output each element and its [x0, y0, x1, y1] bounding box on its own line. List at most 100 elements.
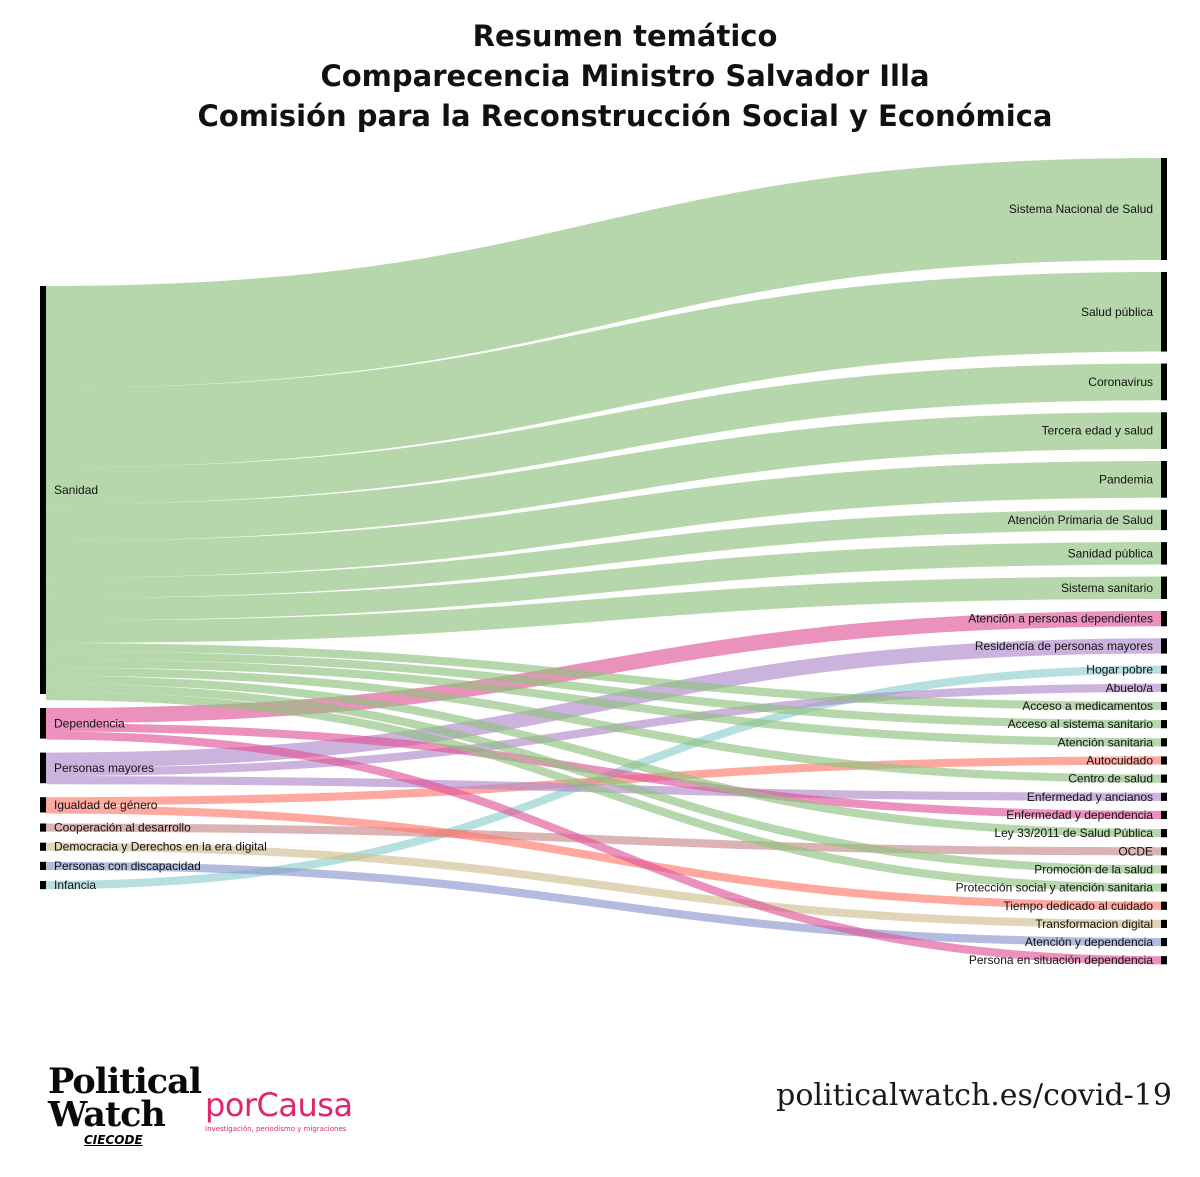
node-sistema-nacional-de-salud[interactable] — [1161, 158, 1167, 260]
link-dependencia-to-persona-en-situacion-dependencia[interactable] — [45, 731, 1162, 965]
node-persona-en-situacion-dependencia[interactable] — [1161, 956, 1167, 965]
title-line-3: Comisión para la Reconstrucción Social y… — [197, 99, 1053, 133]
label-tercera-edad-y-salud: Tercera edad y salud — [1042, 424, 1153, 438]
sankey-nodes — [40, 158, 1167, 965]
label-centro-de-salud: Centro de salud — [1068, 772, 1153, 786]
node-salud-publica[interactable] — [1161, 272, 1167, 352]
pw-logo-line1: Political — [48, 1061, 202, 1102]
node-atencion-sanitaria[interactable] — [1161, 738, 1167, 747]
sankey-links — [45, 158, 1162, 965]
label-atencion-primaria-de-salud: Atención Primaria de Salud — [1008, 513, 1153, 527]
pw-logo-line2: Watch — [48, 1094, 166, 1135]
label-sistema-nacional-de-salud: Sistema Nacional de Salud — [1009, 202, 1153, 216]
porcausa-logo[interactable]: porCausa Investigación, periodismo y mig… — [205, 1087, 353, 1133]
label-ocde: OCDE — [1118, 844, 1153, 858]
label-sanidad: Sanidad — [54, 483, 98, 497]
link-sanidad-to-promocion-de-la-salud[interactable] — [45, 683, 1162, 874]
label-ley-33-2011-de-salud-publica: Ley 33/2011 de Salud Pública — [994, 826, 1153, 840]
node-democracia-y-derechos-en-la-era-digital[interactable] — [40, 842, 46, 851]
title-line-1: Resumen temático — [472, 19, 778, 53]
label-sanidad-publica: Sanidad pública — [1068, 546, 1154, 560]
link-igualdad-de-genero-to-tiempo-dedicado-al-cuidado[interactable] — [45, 805, 1162, 910]
link-sanidad-to-atencion-primaria-de-salud[interactable] — [45, 509, 1162, 599]
porcausa-tagline: Investigación, periodismo y migraciones — [205, 1125, 347, 1133]
node-promocion-de-la-salud[interactable] — [1161, 865, 1167, 874]
link-sanidad-to-pandemia[interactable] — [45, 461, 1162, 578]
source-url[interactable]: politicalwatch.es/covid-19 — [776, 1078, 1172, 1113]
label-residencia-de-personas-mayores: Residencia de personas mayores — [975, 639, 1153, 653]
node-coronavirus[interactable] — [1161, 363, 1167, 401]
link-sanidad-to-proteccion-social-y-atencion-sanitaria[interactable] — [45, 691, 1162, 892]
link-sanidad-to-tercera-edad-y-salud[interactable] — [45, 412, 1162, 541]
title-line-2: Comparecencia Ministro Salvador Illa — [320, 59, 930, 93]
node-transformacion-digital[interactable] — [1161, 919, 1167, 928]
node-dependencia[interactable] — [40, 708, 46, 739]
node-pandemia[interactable] — [1161, 461, 1167, 498]
node-sanidad[interactable] — [40, 286, 46, 694]
node-sistema-sanitario[interactable] — [1161, 576, 1167, 599]
link-sanidad-to-centro-de-salud[interactable] — [45, 667, 1162, 783]
label-autocuidado: Autocuidado — [1086, 753, 1153, 767]
label-hogar-pobre: Hogar pobre — [1086, 663, 1153, 677]
node-acceso-a-medicamentos[interactable] — [1161, 701, 1167, 711]
label-pandemia: Pandemia — [1099, 472, 1153, 486]
node-igualdad-de-genero[interactable] — [40, 797, 46, 813]
link-democracia-y-derechos-en-la-era-digital-to-transformacion-digital[interactable] — [45, 842, 1162, 928]
node-atencion-a-personas-dependientes[interactable] — [1161, 611, 1167, 627]
node-atencion-primaria-de-salud[interactable] — [1161, 509, 1167, 531]
link-sanidad-to-ley-33-2011-de-salud-publica[interactable] — [45, 675, 1162, 838]
political-watch-logo[interactable]: Political Watch CIECODE — [48, 1061, 202, 1147]
link-sanidad-to-acceso-a-medicamentos[interactable] — [45, 643, 1162, 711]
link-sanidad-to-sistema-sanitario[interactable] — [45, 576, 1162, 643]
link-dependencia-to-enfermedad-y-dependencia[interactable] — [45, 723, 1162, 820]
node-ocde[interactable] — [1161, 847, 1167, 856]
node-sanidad-publica[interactable] — [1161, 542, 1167, 565]
node-acceso-al-sistema-sanitario[interactable] — [1161, 720, 1167, 729]
node-tiempo-dedicado-al-cuidado[interactable] — [1161, 901, 1167, 910]
link-sanidad-to-atencion-sanitaria[interactable] — [45, 659, 1162, 747]
link-sanidad-to-coronavirus[interactable] — [45, 363, 1162, 505]
label-salud-publica: Salud pública — [1081, 305, 1153, 319]
node-centro-de-salud[interactable] — [1161, 774, 1167, 783]
link-sanidad-to-salud-publica[interactable] — [45, 272, 1162, 468]
label-democracia-y-derechos-en-la-era-digital: Democracia y Derechos en la era digital — [54, 840, 267, 854]
label-igualdad-de-genero: Igualdad de género — [54, 798, 158, 812]
node-ley-33-2011-de-salud-publica[interactable] — [1161, 829, 1167, 838]
label-atencion-a-personas-dependientes: Atención a personas dependientes — [968, 612, 1153, 626]
link-personas-con-discapacidad-to-atencion-y-dependencia[interactable] — [45, 861, 1162, 947]
node-tercera-edad-y-salud[interactable] — [1161, 412, 1167, 449]
node-autocuidado[interactable] — [1161, 756, 1167, 765]
label-infancia: Infancia — [54, 878, 96, 892]
node-hogar-pobre[interactable] — [1161, 665, 1167, 674]
label-enfermedad-y-dependencia: Enfermedad y dependencia — [1006, 808, 1153, 822]
link-personas-mayores-to-abuelo-a[interactable] — [45, 683, 1162, 777]
porcausa-name: porCausa — [205, 1086, 353, 1124]
label-persona-en-situacion-dependencia: Persona en situación dependencia — [969, 953, 1153, 967]
label-enfermedad-y-ancianos: Enfermedad y ancianos — [1027, 790, 1153, 804]
pw-logo-line3: CIECODE — [84, 1133, 143, 1147]
label-personas-con-discapacidad: Personas con discapacidad — [54, 859, 201, 873]
node-atencion-y-dependencia[interactable] — [1161, 938, 1167, 947]
node-enfermedad-y-dependencia[interactable] — [1161, 810, 1167, 820]
label-proteccion-social-y-atencion-sanitaria: Protección social y atención sanitaria — [956, 881, 1154, 895]
label-dependencia: Dependencia — [54, 716, 125, 730]
link-sanidad-to-sanidad-publica[interactable] — [45, 542, 1162, 621]
link-sanidad-to-acceso-al-sistema-sanitario[interactable] — [45, 651, 1162, 729]
label-transformacion-digital: Transformacion digital — [1035, 917, 1153, 931]
link-sanidad-to-sistema-nacional-de-salud[interactable] — [45, 158, 1162, 388]
node-residencia-de-personas-mayores[interactable] — [1161, 638, 1167, 654]
link-cooperacion-al-desarrollo-to-ocde[interactable] — [45, 823, 1162, 856]
label-atencion-y-dependencia: Atención y dependencia — [1025, 935, 1153, 949]
node-proteccion-social-y-atencion-sanitaria[interactable] — [1161, 883, 1167, 892]
label-abuelo-a: Abuelo/a — [1106, 681, 1154, 695]
node-personas-mayores[interactable] — [40, 752, 46, 784]
label-personas-mayores: Personas mayores — [54, 761, 154, 775]
chart-title: Resumen temático Comparecencia Ministro … — [0, 16, 1200, 136]
node-enfermedad-y-ancianos[interactable] — [1161, 792, 1167, 801]
node-abuelo-a[interactable] — [1161, 683, 1167, 692]
node-cooperacion-al-desarrollo[interactable] — [40, 823, 46, 832]
sankey-labels: Sanidad Dependencia Personas mayores Iguald… — [54, 202, 1153, 967]
node-personas-con-discapacidad[interactable] — [40, 861, 46, 870]
label-cooperacion-al-desarrollo: Cooperación al desarrollo — [54, 821, 191, 835]
node-infancia[interactable] — [40, 880, 46, 890]
